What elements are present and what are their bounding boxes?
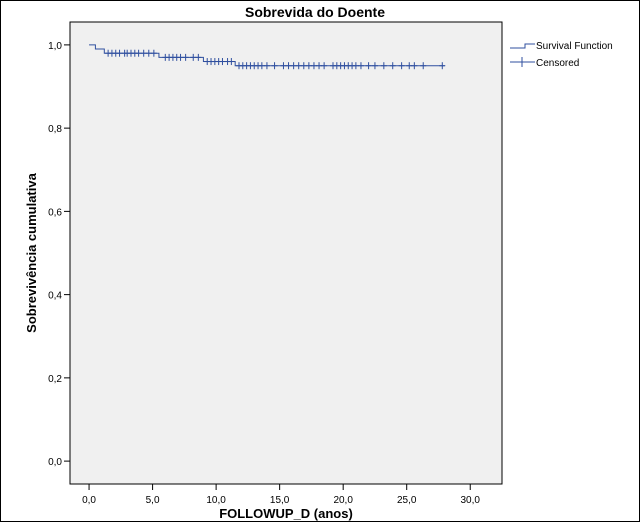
legend-censored-label: Censored (536, 58, 579, 69)
x-tick-label: 5,0 (146, 495, 160, 506)
censored-marker (439, 62, 446, 70)
y-axis: 0,0 0,2 0,4 0,6 0,8 1,0 (48, 41, 70, 468)
chart-title: Sobrevida do Doente (245, 4, 385, 20)
censored-marker (365, 62, 372, 70)
censored-marker (380, 62, 387, 70)
censored-marker (316, 62, 323, 70)
censored-marker (150, 49, 157, 57)
y-tick-label: 0,8 (48, 124, 62, 135)
censored-marker (219, 58, 226, 66)
legend-censored-swatch (510, 57, 535, 67)
legend-survival-label: Survival Function (536, 41, 613, 52)
y-tick-label: 1,0 (48, 41, 62, 52)
censored-marker (285, 62, 292, 70)
censored-marker (357, 62, 364, 70)
legend: Survival Function Censored (510, 41, 613, 69)
censored-marker (371, 62, 378, 70)
censored-marker (290, 62, 297, 70)
x-tick-label: 25,0 (397, 495, 417, 506)
y-tick-label: 0,6 (48, 207, 62, 218)
x-tick-label: 15,0 (270, 495, 290, 506)
censored-marker (295, 62, 302, 70)
censored-marker (321, 62, 328, 70)
y-axis-title: Sobrevivência cumulativa (24, 172, 39, 332)
y-tick-label: 0,2 (48, 374, 62, 385)
x-tick-label: 20,0 (333, 495, 353, 506)
censored-marker (406, 62, 413, 70)
series-layer (89, 44, 446, 70)
censored-marker (190, 53, 197, 61)
censored-marker (300, 62, 307, 70)
censored-marker (398, 62, 405, 70)
censored-marker (389, 62, 396, 70)
survival-function-line (89, 44, 445, 67)
censored-marker (140, 49, 147, 57)
censored-marker (195, 53, 202, 61)
censored-marker (228, 58, 235, 66)
x-tick-label: 30,0 (461, 495, 481, 506)
x-tick-label: 0,0 (82, 495, 96, 506)
censored-marker (271, 62, 278, 70)
censored-marker (135, 49, 142, 57)
x-axis-title: FOLLOWUP_D (anos) (219, 506, 353, 521)
y-tick-label: 0,0 (48, 457, 62, 468)
censored-marker (352, 62, 359, 70)
plot-area (69, 21, 503, 485)
y-tick-label: 0,4 (48, 291, 62, 302)
x-tick-label: 10,0 (206, 495, 226, 506)
censored-marker (258, 62, 265, 70)
censored-marker (182, 53, 189, 61)
censored-marker (145, 49, 152, 57)
censored-marker (116, 49, 123, 57)
x-axis: 0,0 5,0 10,0 15,0 20,0 25,0 30,0 (82, 484, 480, 506)
censored-marker (411, 62, 418, 70)
censored-marker (280, 62, 287, 70)
censored-marker (420, 62, 427, 70)
censored-marker (263, 62, 270, 70)
legend-survival-swatch (510, 43, 535, 49)
censored-marker (177, 53, 184, 61)
censored-marker (305, 62, 312, 70)
censored-marker (310, 62, 317, 70)
